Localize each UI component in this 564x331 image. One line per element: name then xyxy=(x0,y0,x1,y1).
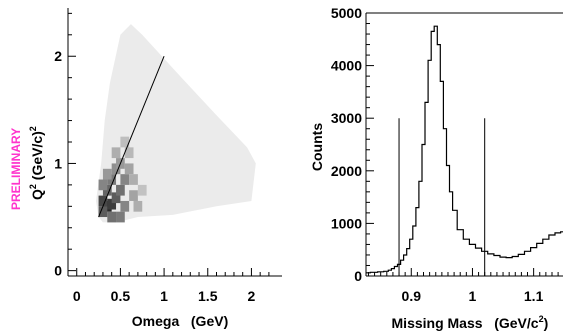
y-tick-label: 3000 xyxy=(331,110,362,126)
heatmap-cell xyxy=(116,184,125,196)
y-tick-label: 0 xyxy=(54,263,62,279)
heatmap-cell xyxy=(137,184,147,196)
heatmap-cell xyxy=(120,200,130,212)
left-y-axis-title: Q2 (GeV/c)2 xyxy=(28,126,45,200)
y-tick-label: 0 xyxy=(354,268,362,284)
y-tick-label: 4000 xyxy=(331,58,362,74)
heatmap-cell xyxy=(129,174,138,185)
left-axis: 0 0.5 1 1.5 2 0 1 2 xyxy=(54,8,282,304)
heatmap-cell xyxy=(98,195,108,207)
heatmap-cell xyxy=(129,190,138,201)
x-tick-label: 1.1 xyxy=(524,288,544,304)
heatmap-cell xyxy=(120,136,130,148)
right-panel: 0.9 1 1.1 0 1000 2000 3000 4000 5000 Counts Miss… xyxy=(309,5,564,331)
heatmap-cell xyxy=(98,179,108,191)
y-tick-label: 2 xyxy=(54,48,62,64)
heatmap-cell xyxy=(120,174,130,185)
left-x-axis-title: Omega (GeV) xyxy=(132,313,228,329)
heatmap-cell xyxy=(107,211,117,223)
y-tick-label: 1 xyxy=(54,155,62,171)
right-x-axis-title: Missing Mass (GeV/c2) xyxy=(364,314,564,331)
correlation-line xyxy=(98,56,165,218)
x-tick-label: 1 xyxy=(469,288,477,304)
heatmap-cell xyxy=(102,168,112,180)
missing-mass-histogram xyxy=(366,25,563,274)
right-axis: 0.9 1 1.1 0 1000 2000 3000 4000 5000 xyxy=(331,5,563,304)
left-panel: 0 0.5 1 1.5 2 0 1 2 PRELIMINARY Q2 (GeV/c)2 Ome… xyxy=(9,8,282,329)
y-tick-label: 2000 xyxy=(331,163,362,179)
heatmap-cell xyxy=(124,147,134,159)
preliminary-label: PRELIMINARY xyxy=(9,128,23,210)
y-tick-label: 5000 xyxy=(331,5,362,21)
left-heatmap-cells xyxy=(96,24,256,223)
right-y-axis-title: Counts xyxy=(309,123,325,171)
x-tick-label: 2 xyxy=(248,288,256,304)
heatmap-cell xyxy=(124,163,134,175)
heatmap-cell xyxy=(133,200,143,212)
heatmap-cell xyxy=(107,198,117,210)
x-tick-label: 0 xyxy=(73,288,81,304)
x-tick-label: 1 xyxy=(160,288,168,304)
heatmap-cell xyxy=(111,147,121,159)
y-tick-label: 1000 xyxy=(331,215,362,231)
x-tick-label: 0.5 xyxy=(111,288,131,304)
distribution-region xyxy=(96,24,256,223)
heatmap-cell xyxy=(98,206,108,218)
x-tick-label: 0.9 xyxy=(402,288,422,304)
x-tick-label: 1.5 xyxy=(198,288,218,304)
heatmap-cell xyxy=(116,211,125,223)
heatmap-cell xyxy=(111,192,121,204)
